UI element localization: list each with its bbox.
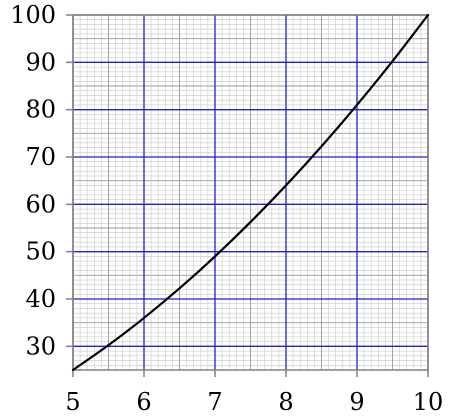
- mid-grid: [73, 15, 428, 371]
- y-tick-label: 70: [25, 143, 56, 171]
- x-tick-label: 6: [136, 388, 151, 416]
- y-tick-label: 60: [25, 190, 56, 218]
- plot-frame: [66, 14, 429, 377]
- x-tick-label: 7: [207, 388, 222, 416]
- y-axis-ticks: 30 40 50 60 70 80 90 100: [10, 1, 56, 360]
- y-tick-label: 30: [25, 332, 56, 360]
- x-axis-ticks: 5 6 7 8 9 10: [65, 388, 443, 416]
- x-tick-label: 8: [278, 388, 293, 416]
- x-tick-label: 9: [349, 388, 364, 416]
- y-tick-label: 80: [25, 96, 56, 124]
- y-tick-label: 50: [25, 238, 56, 266]
- plot-area-border: [72, 14, 429, 371]
- curve-layer: [71, 13, 430, 372]
- x-tick-label: 10: [413, 388, 444, 416]
- x-tick-label: 5: [65, 388, 80, 416]
- y-tick-label: 100: [10, 1, 56, 29]
- y-tick-label: 90: [25, 48, 56, 76]
- y-tick-label: 40: [25, 285, 56, 313]
- series-line-0: [71, 13, 430, 372]
